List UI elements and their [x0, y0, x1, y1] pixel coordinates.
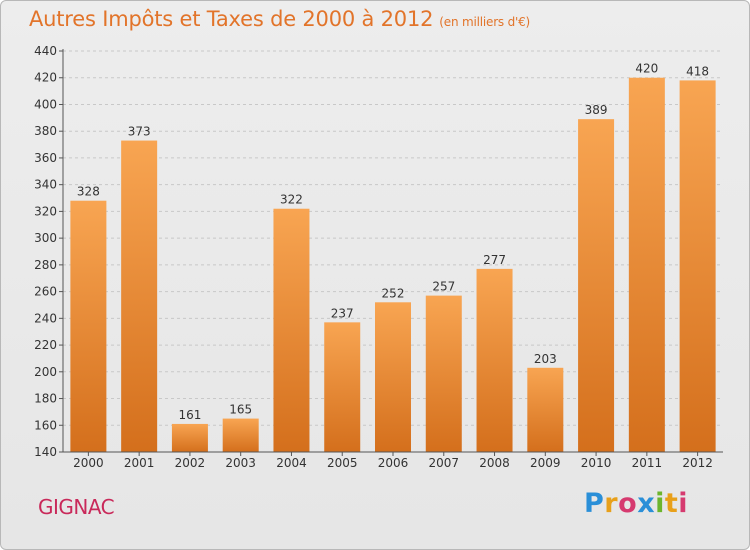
data-label: 389	[585, 103, 608, 117]
y-tick-label: 300	[34, 231, 57, 245]
y-tick-label: 360	[34, 151, 57, 165]
bar-2004	[273, 208, 310, 452]
data-label: 322	[280, 193, 303, 207]
proxiti-logo: Proxiti	[584, 488, 689, 519]
y-tick-label: 320	[34, 204, 57, 218]
bar-2000	[70, 200, 107, 452]
data-label: 237	[331, 306, 354, 320]
bar-2002	[171, 423, 208, 452]
y-tick-label: 220	[34, 338, 57, 352]
bar-2010	[578, 119, 615, 453]
x-tick-label: 2002	[175, 456, 206, 470]
x-tick-label: 2003	[225, 456, 256, 470]
chart-title-text: Autres Impôts et Taxes de 2000 à 2012	[29, 7, 434, 31]
y-tick-label: 160	[34, 418, 57, 432]
x-tick-label: 2007	[428, 456, 459, 470]
x-tick-label: 2012	[682, 456, 713, 470]
x-tick-label: 2008	[479, 456, 510, 470]
chart-title: Autres Impôts et Taxes de 2000 à 2012 (en…	[29, 7, 530, 31]
bar-2008	[476, 268, 513, 452]
x-tick-label: 2000	[73, 456, 104, 470]
y-tick-label: 380	[34, 124, 57, 138]
y-tick-label: 140	[34, 445, 57, 459]
x-tick-label: 2001	[124, 456, 155, 470]
data-label: 252	[382, 286, 405, 300]
x-tick-label: 2011	[632, 456, 663, 470]
y-tick-label: 400	[34, 97, 57, 111]
data-label: 203	[534, 352, 557, 366]
bar-2005	[324, 322, 361, 452]
bar-2006	[375, 302, 411, 452]
x-tick-label: 2005	[327, 456, 358, 470]
x-tick-label: 2010	[581, 456, 612, 470]
data-label: 420	[635, 62, 658, 76]
y-tick-label: 420	[34, 71, 57, 85]
axis-layer: 140 160 180 200 220 240 260 280 300 320 340 360 380 4…	[34, 44, 723, 470]
y-tick-label: 260	[34, 285, 57, 299]
x-tick-label: 2004	[276, 456, 307, 470]
data-label: 328	[77, 185, 100, 199]
label-layer: 328 373 161 165 322 237 252 257 277 203 389 420 418	[77, 62, 709, 422]
data-label: 277	[483, 253, 506, 267]
data-label: 373	[128, 125, 151, 139]
x-tick-label: 2009	[530, 456, 561, 470]
data-label: 257	[432, 280, 455, 294]
y-tick-label: 280	[34, 258, 57, 272]
bar-2012	[679, 80, 716, 452]
chart-unit: (en milliers d'€)	[439, 15, 531, 29]
bar-2001	[121, 140, 158, 452]
y-tick-label: 200	[34, 365, 57, 379]
data-label: 165	[229, 403, 252, 417]
bar-2009	[527, 367, 564, 452]
bar-2003	[222, 418, 259, 452]
y-tick-label: 180	[34, 392, 57, 406]
y-tick-label: 340	[34, 178, 57, 192]
bar-layer	[70, 77, 716, 453]
bar-2011	[628, 77, 665, 452]
y-tick-label: 440	[34, 44, 57, 58]
y-tick-label: 240	[34, 311, 57, 325]
bar-2007	[425, 295, 462, 452]
data-label: 161	[178, 408, 201, 422]
city-name: GIGNAC	[38, 495, 115, 519]
x-tick-label: 2006	[378, 456, 409, 470]
data-label: 418	[686, 64, 709, 78]
